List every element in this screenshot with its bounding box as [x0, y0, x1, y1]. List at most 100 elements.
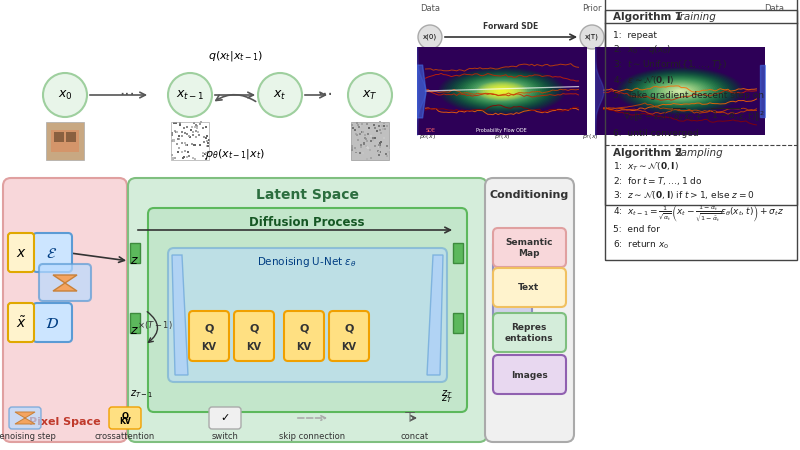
Bar [203, 136, 205, 138]
Bar [359, 133, 361, 135]
Text: $q(x_t|x_{t-1})$: $q(x_t|x_{t-1})$ [207, 49, 262, 63]
Bar [352, 127, 354, 129]
Bar [355, 149, 357, 151]
Bar [174, 157, 176, 159]
Text: Sampling: Sampling [675, 148, 724, 158]
Polygon shape [15, 412, 35, 424]
Bar [412, 5, 792, 145]
Bar [379, 144, 381, 146]
Bar [367, 127, 369, 129]
Bar [370, 135, 372, 137]
Bar [351, 147, 353, 149]
Text: ✓: ✓ [220, 413, 230, 423]
Text: ···: ··· [317, 86, 333, 104]
Bar [358, 126, 360, 128]
Text: KV: KV [202, 342, 217, 351]
Bar [181, 135, 183, 137]
Bar [361, 123, 363, 125]
Bar [453, 313, 463, 333]
Text: switch: switch [211, 432, 238, 441]
Bar [203, 141, 205, 143]
FancyBboxPatch shape [493, 313, 566, 352]
Bar [178, 147, 180, 149]
Bar [379, 146, 381, 148]
Text: Training: Training [675, 12, 717, 22]
Text: $\mathcal{E}$: $\mathcal{E}$ [46, 246, 58, 261]
Text: 3:  $z \sim \mathcal{N}(\mathbf{0}, \mathbf{I})$ if $t > 1$, else $z = 0$: 3: $z \sim \mathcal{N}(\mathbf{0}, \math… [613, 189, 754, 201]
Bar [205, 126, 207, 128]
Bar [206, 135, 208, 137]
Bar [360, 144, 362, 146]
Bar [356, 122, 358, 124]
Bar [383, 137, 385, 139]
Bar [366, 146, 368, 148]
Text: ···: ··· [120, 86, 135, 104]
Bar [387, 151, 389, 153]
Bar [130, 313, 140, 333]
Bar [365, 138, 367, 140]
Circle shape [418, 25, 442, 49]
Bar [359, 152, 361, 154]
Text: Q: Q [204, 324, 214, 334]
Bar [189, 136, 191, 138]
Bar [185, 144, 187, 146]
Bar [188, 155, 190, 157]
Bar [365, 145, 367, 147]
Bar [196, 125, 198, 127]
FancyBboxPatch shape [234, 311, 274, 361]
Text: crossattention: crossattention [95, 432, 155, 441]
Text: $p_T(x)$: $p_T(x)$ [582, 132, 598, 141]
Bar [205, 152, 207, 154]
Bar [356, 134, 358, 136]
FancyBboxPatch shape [329, 311, 369, 361]
Bar [200, 121, 202, 123]
Text: Q: Q [344, 324, 354, 334]
Bar [351, 122, 389, 160]
Bar [174, 130, 176, 132]
Bar [194, 158, 196, 160]
Bar [388, 149, 390, 151]
Bar [355, 150, 357, 152]
Text: $p_\theta(x_{t-1}|x_t)$: $p_\theta(x_{t-1}|x_t)$ [205, 147, 265, 161]
Bar [363, 142, 365, 144]
Bar [184, 142, 186, 144]
Bar [195, 136, 197, 138]
Bar [366, 140, 368, 142]
Bar [374, 127, 376, 129]
Text: $z$: $z$ [130, 324, 139, 338]
Bar [378, 154, 380, 156]
Text: Data: Data [420, 4, 440, 13]
Bar [186, 144, 188, 146]
Bar [51, 130, 79, 152]
Text: Q: Q [299, 324, 309, 334]
Bar [379, 151, 381, 153]
Bar [208, 139, 210, 141]
Bar [361, 131, 363, 133]
Bar [355, 151, 357, 153]
FancyBboxPatch shape [128, 178, 487, 442]
Bar [191, 143, 193, 145]
Text: $\mathcal{D}$: $\mathcal{D}$ [45, 315, 59, 330]
Bar [378, 125, 380, 127]
Bar [207, 145, 209, 147]
Bar [193, 122, 195, 124]
Bar [171, 140, 173, 142]
Text: Conditioning: Conditioning [490, 190, 569, 200]
Bar [384, 128, 386, 130]
FancyBboxPatch shape [168, 248, 447, 382]
Bar [354, 129, 356, 131]
Bar [206, 145, 208, 147]
Bar [351, 149, 353, 151]
Bar [184, 132, 186, 134]
Bar [196, 127, 198, 129]
Bar [181, 131, 183, 133]
Bar [175, 122, 177, 124]
Polygon shape [172, 255, 188, 375]
FancyBboxPatch shape [493, 228, 566, 267]
Bar [383, 125, 385, 127]
Text: KV: KV [119, 418, 131, 427]
Bar [173, 139, 175, 141]
Text: Text: Text [518, 284, 540, 292]
Text: denoising step: denoising step [0, 432, 56, 441]
Text: $x_{t-1}$: $x_{t-1}$ [176, 89, 204, 102]
